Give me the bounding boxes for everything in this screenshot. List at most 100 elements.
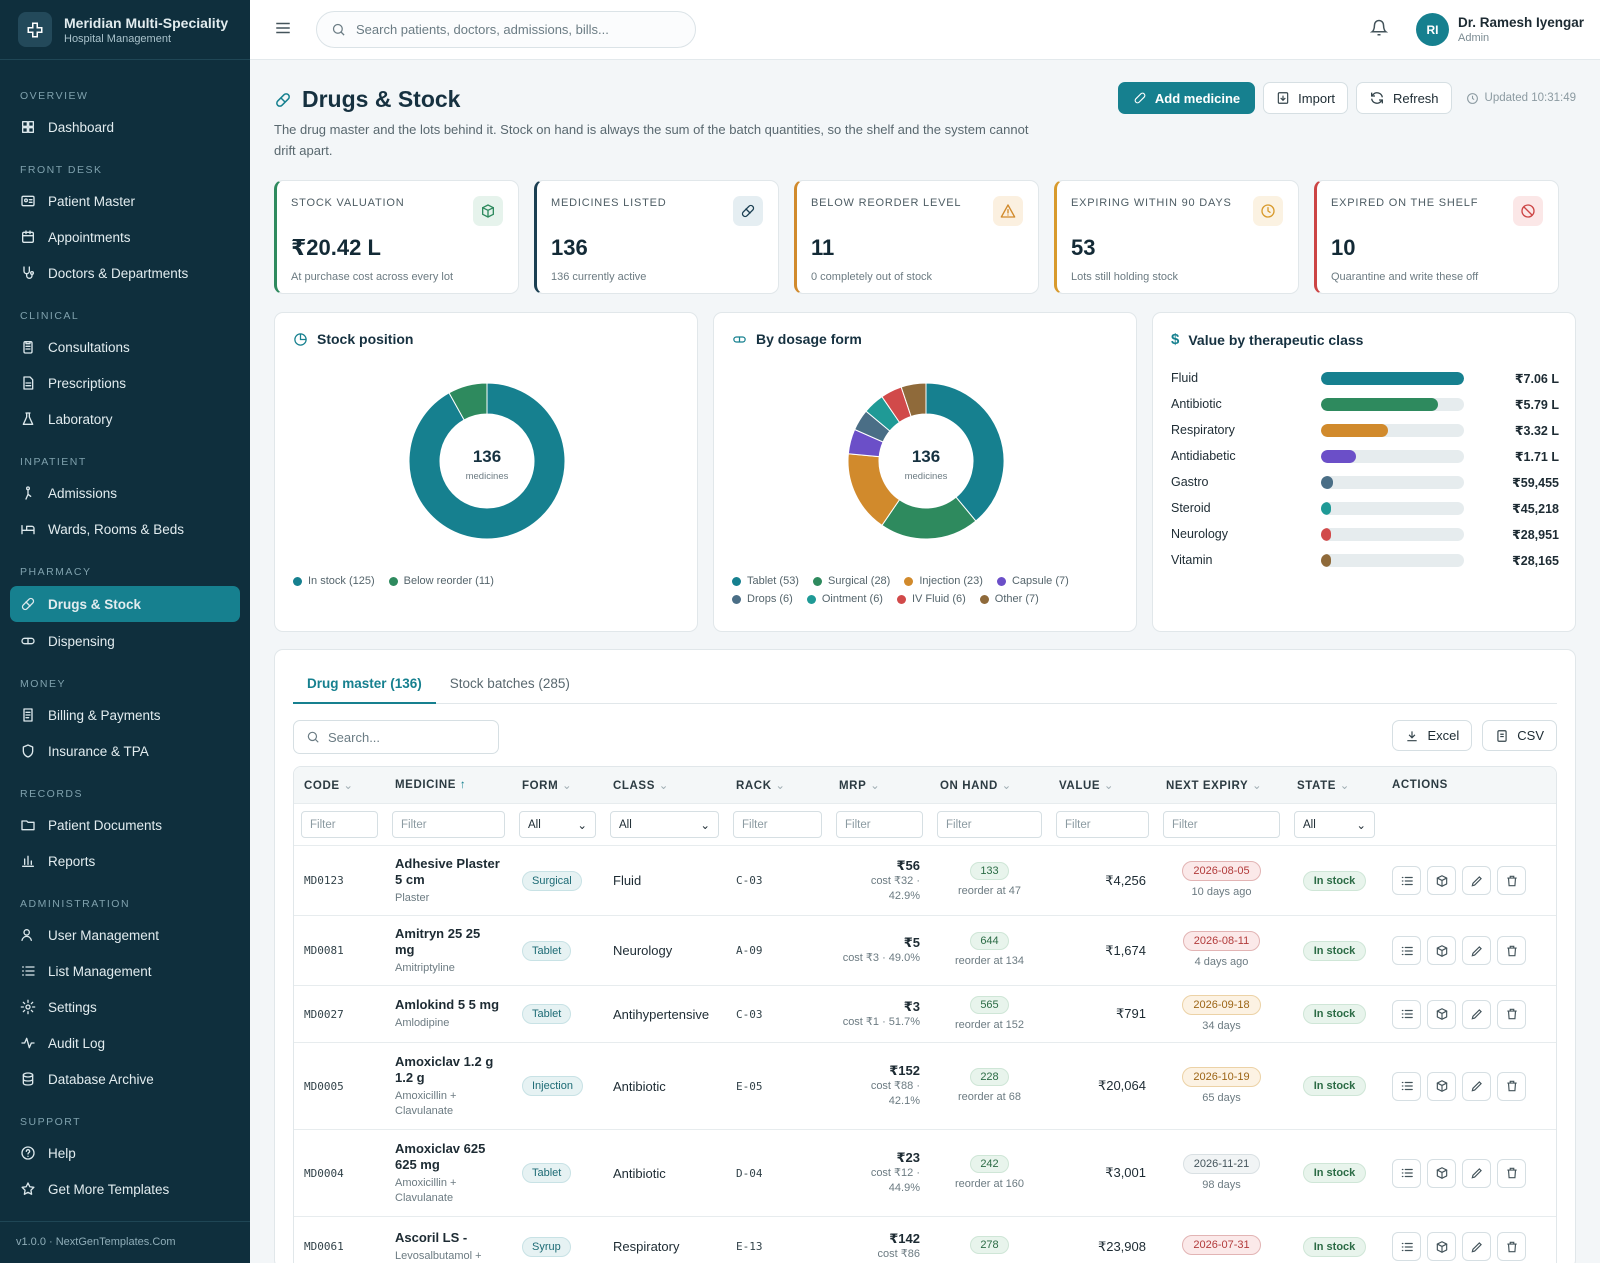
edit-button[interactable] xyxy=(1462,936,1491,965)
table-search-input[interactable]: Search... xyxy=(293,720,499,754)
legend-item[interactable]: Tablet (53) xyxy=(732,575,799,587)
global-search-input[interactable]: Search patients, doctors, admissions, bi… xyxy=(316,11,696,48)
sidebar-item-prescriptions[interactable]: Prescriptions xyxy=(10,366,240,400)
batches-list-button[interactable] xyxy=(1392,1232,1421,1261)
bar-row[interactable]: Steroid ₹45,218 xyxy=(1171,495,1559,521)
donut-slice-tablet[interactable] xyxy=(925,382,1005,522)
donut-slice-below-reorder[interactable] xyxy=(448,382,488,421)
excel-export-button[interactable]: Excel xyxy=(1392,720,1473,751)
sidebar-item-help[interactable]: Help xyxy=(10,1136,240,1170)
filter-input[interactable]: Filter xyxy=(836,811,923,838)
legend-item[interactable]: IV Fluid (6) xyxy=(896,593,966,605)
batches-list-button[interactable] xyxy=(1392,1158,1421,1188)
column-header[interactable]: MEDICINE ↑ xyxy=(385,779,512,791)
delete-button[interactable] xyxy=(1497,1071,1526,1101)
filter-input[interactable]: Filter xyxy=(937,811,1042,838)
filter-input[interactable]: Filter xyxy=(733,811,822,838)
table-row[interactable]: MD0004 Amoxiclav 625 625 mg Amoxicillin + … xyxy=(294,1130,1556,1217)
column-header[interactable]: RACK ⌄ xyxy=(726,778,829,792)
sidebar-item-admissions[interactable]: Admissions xyxy=(10,476,240,510)
sidebar-item-database-archive[interactable]: Database Archive xyxy=(10,1062,240,1096)
legend-item[interactable]: Injection (23) xyxy=(904,575,983,587)
filter-select[interactable]: All ⌄ xyxy=(610,811,719,838)
sidebar-item-list-management[interactable]: List Management xyxy=(10,954,240,988)
batches-list-button[interactable] xyxy=(1392,866,1421,895)
stock-box-button[interactable] xyxy=(1427,1158,1456,1188)
batches-list-button[interactable] xyxy=(1392,1071,1421,1101)
sidebar-item-dashboard[interactable]: Dashboard xyxy=(10,110,240,144)
legend-item[interactable]: Drops (6) xyxy=(732,593,793,605)
table-row[interactable]: MD0027 Amlokind 5 5 mg Amlodipine Tablet Ant… xyxy=(294,986,1556,1043)
medicine-name[interactable]: Amoxiclav 1.2 g 1.2 g xyxy=(395,1053,494,1085)
hamburger-menu-icon[interactable] xyxy=(274,19,292,40)
legend-item[interactable]: Surgical (28) xyxy=(812,575,890,587)
stock-box-button[interactable] xyxy=(1427,999,1456,1029)
donut-slice-in-stock[interactable] xyxy=(408,382,566,540)
kpi-card[interactable]: MEDICINES LISTED 136 136 currently active xyxy=(534,180,779,294)
column-header[interactable]: FORM ⌄ xyxy=(512,778,603,792)
delete-button[interactable] xyxy=(1497,936,1526,965)
medicine-name[interactable]: Amlokind 5 5 mg xyxy=(395,997,500,1012)
csv-export-button[interactable]: CSV xyxy=(1482,720,1557,751)
tab-stock-batches[interactable]: Stock batches (285) xyxy=(449,676,570,691)
delete-button[interactable] xyxy=(1497,999,1526,1029)
column-header[interactable]: VALUE ⌄ xyxy=(1049,778,1156,792)
user-name[interactable]: Dr. Ramesh Iyengar xyxy=(1458,15,1585,30)
medicine-name[interactable]: Amitryn 25 25 mg xyxy=(395,925,481,957)
sidebar-item-drugs-stock[interactable]: Drugs & Stock xyxy=(10,586,240,622)
stock-box-button[interactable] xyxy=(1427,866,1456,895)
sidebar-item-patient-documents[interactable]: Patient Documents xyxy=(10,808,240,842)
batches-list-button[interactable] xyxy=(1392,936,1421,965)
refresh-button[interactable]: Refresh xyxy=(1356,82,1452,114)
column-header[interactable]: NEXT EXPIRY ⌄ xyxy=(1156,778,1287,792)
sidebar-item-audit-log[interactable]: Audit Log xyxy=(10,1026,240,1060)
add-medicine-button[interactable]: Add medicine xyxy=(1117,82,1256,114)
stock-box-button[interactable] xyxy=(1427,1071,1456,1101)
sidebar-item-get-more-templates[interactable]: Get More Templates xyxy=(10,1172,240,1206)
column-header[interactable]: STATE ⌄ xyxy=(1287,778,1382,792)
filter-input[interactable]: Filter xyxy=(301,811,378,838)
edit-button[interactable] xyxy=(1462,1071,1491,1101)
edit-button[interactable] xyxy=(1462,1158,1491,1188)
medicine-name[interactable]: Ascoril LS - xyxy=(395,1229,468,1245)
sidebar-item-user-management[interactable]: User Management xyxy=(10,918,240,952)
delete-button[interactable] xyxy=(1497,866,1526,895)
sidebar-item-settings[interactable]: Settings xyxy=(10,990,240,1024)
filter-select[interactable]: All ⌄ xyxy=(519,811,596,838)
bar-row[interactable]: Antidiabetic ₹1.71 L xyxy=(1171,443,1559,469)
kpi-card[interactable]: EXPIRING WITHIN 90 DAYS 53 Lots still hold… xyxy=(1054,180,1299,294)
kpi-card[interactable]: BELOW REORDER LEVEL 11 0 completely out of… xyxy=(794,180,1039,294)
filter-select[interactable]: All ⌄ xyxy=(1294,811,1375,838)
bar-row[interactable]: Vitamin ₹28,165 xyxy=(1171,547,1559,573)
stock-box-button[interactable] xyxy=(1427,1232,1456,1261)
bar-row[interactable]: Respiratory ₹3.32 L xyxy=(1171,417,1559,443)
column-header[interactable]: CODE ⌄ xyxy=(294,778,385,792)
edit-button[interactable] xyxy=(1462,999,1491,1029)
bar-row[interactable]: Antibiotic ₹5.79 L xyxy=(1171,391,1559,417)
legend-item[interactable]: Other (7) xyxy=(979,593,1039,605)
column-header[interactable]: ON HAND ⌄ xyxy=(930,778,1049,792)
filter-input[interactable]: Filter xyxy=(1163,811,1280,838)
avatar[interactable]: RI xyxy=(1416,13,1449,46)
filter-input[interactable]: Filter xyxy=(1056,811,1149,838)
edit-button[interactable] xyxy=(1462,866,1491,895)
batches-list-button[interactable] xyxy=(1392,999,1421,1029)
column-header[interactable]: ACTIONS xyxy=(1382,779,1556,791)
column-header[interactable]: MRP ⌄ xyxy=(829,778,930,792)
legend-item[interactable]: Capsule (7) xyxy=(996,575,1069,587)
filter-input[interactable]: Filter xyxy=(392,811,505,838)
sidebar-item-laboratory[interactable]: Laboratory xyxy=(10,402,240,436)
import-button[interactable]: Import xyxy=(1263,82,1349,114)
kpi-card[interactable]: EXPIRED ON THE SHELF 10 Quarantine and wri… xyxy=(1314,180,1559,294)
donut-slice-other[interactable] xyxy=(900,382,927,418)
column-header[interactable]: CLASS ⌄ xyxy=(603,778,726,792)
tab-drug-master[interactable]: Drug master (136) xyxy=(293,650,436,704)
medicine-name[interactable]: Amoxiclav 625 625 mg xyxy=(395,1140,486,1172)
sidebar-item-wards-rooms-beds[interactable]: Wards, Rooms & Beds xyxy=(10,512,240,546)
delete-button[interactable] xyxy=(1497,1158,1526,1188)
delete-button[interactable] xyxy=(1497,1232,1526,1261)
bar-row[interactable]: Fluid ₹7.06 L xyxy=(1171,365,1559,391)
medicine-name[interactable]: Adhesive Plaster 5 cm xyxy=(395,855,500,887)
sidebar-item-reports[interactable]: Reports xyxy=(10,844,240,878)
table-row[interactable]: MD0061 Ascoril LS - Levosalbutamol + Syrup R… xyxy=(294,1217,1556,1263)
